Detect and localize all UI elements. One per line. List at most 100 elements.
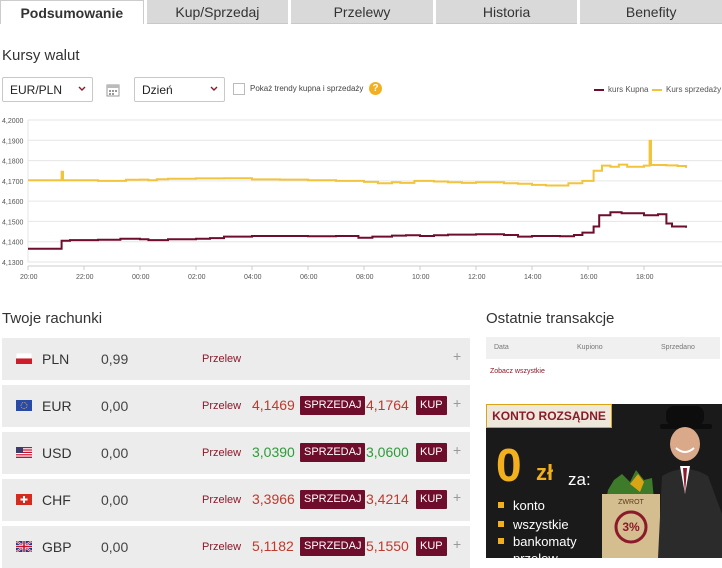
promo-item-text: wszystkie <box>513 517 569 532</box>
calendar-icon[interactable] <box>106 83 120 97</box>
account-row-eur[interactable]: EUR 0,00 Przelew 4,1469 SPRZEDAJ 4,1764 KUP + <box>2 385 470 427</box>
account-row-chf[interactable]: CHF 0,00 Przelew 3,3966 SPRZEDAJ 3,4214 KUP + <box>2 479 470 521</box>
tab-podsumowanie[interactable]: Podsumowanie <box>0 0 144 24</box>
y-tick-label: 4,1800 <box>2 159 24 166</box>
buy-button[interactable]: KUP <box>416 443 447 462</box>
transactions-title: Ostatnie transakcje <box>486 310 615 327</box>
accounts-title: Twoje rachunki <box>2 310 103 327</box>
shopping-bag-icon: ZWROT 3% <box>602 470 660 558</box>
y-tick-label: 4,1700 <box>2 179 24 186</box>
tab-kup-sprzedaj[interactable]: Kup/Sprzedaj <box>146 0 289 24</box>
rates-title: Kursy walut <box>2 47 80 64</box>
legend-sell-swatch <box>652 88 662 91</box>
flag-pl-icon <box>16 353 32 364</box>
chevron-down-icon <box>78 86 86 91</box>
account-currency: PLN <box>42 351 70 367</box>
man-in-suit-image <box>658 406 722 558</box>
promo-item-text: bankomaty <box>513 534 577 549</box>
rates-chart: 4,2000 4,1900 4,1800 4,1700 4,1600 4,1500 4,14… <box>2 118 722 281</box>
currency-pair-select[interactable]: EUR/PLN <box>2 77 93 102</box>
flag-us-icon <box>16 447 32 458</box>
buy-button[interactable]: KUP <box>416 490 447 509</box>
account-currency: CHF <box>42 492 71 508</box>
trend-checkbox[interactable] <box>233 83 245 95</box>
see-all-link[interactable]: Zobacz wszystkie <box>490 368 545 375</box>
flag-eu-icon <box>16 400 32 411</box>
sell-rate: 3,3966 <box>252 491 295 507</box>
transfer-link[interactable]: Przelew <box>202 353 242 365</box>
bag-top-text: ZWROT <box>618 499 644 506</box>
x-tick-label: 14:00 <box>524 274 542 281</box>
x-tick-label: 02:00 <box>188 274 206 281</box>
buy-button[interactable]: KUP <box>416 396 447 415</box>
account-row-usd[interactable]: USD 0,00 Przelew 3,0390 SPRZEDAJ 3,0600 KUP + <box>2 432 470 474</box>
y-tick-label: 4,1300 <box>2 260 24 267</box>
account-row-gbp[interactable]: GBP 0,00 Przelew 5,1182 SPRZEDAJ 5,1550 KUP + <box>2 526 470 568</box>
buy-button[interactable]: KUP <box>416 537 447 556</box>
expand-icon[interactable]: + <box>453 442 462 458</box>
sell-rate: 4,1469 <box>252 397 295 413</box>
promo-za: za: <box>568 470 591 489</box>
col-kupiono: Kupiono <box>577 344 603 351</box>
account-balance: 0,00 <box>101 539 129 555</box>
series-line-0 <box>28 139 687 187</box>
account-currency: USD <box>42 445 72 461</box>
sell-rate: 3,0390 <box>252 444 295 460</box>
promo-item: konto <box>498 498 545 513</box>
col-sprzedano: Sprzedano <box>661 344 695 351</box>
expand-icon[interactable]: + <box>453 536 462 552</box>
legend-buy: kurs Kupna <box>594 85 648 94</box>
y-tick-label: 4,2000 <box>2 118 24 125</box>
currency-pair-value: EUR/PLN <box>10 82 63 97</box>
chevron-down-icon <box>210 86 218 91</box>
sell-button[interactable]: SPRZEDAJ <box>300 537 366 556</box>
sell-button[interactable]: SPRZEDAJ <box>300 490 366 509</box>
sell-button[interactable]: SPRZEDAJ <box>300 396 366 415</box>
x-tick-label: 08:00 <box>356 274 374 281</box>
promo-item: wszystkie <box>498 517 569 532</box>
period-select[interactable]: Dzień <box>134 77 225 102</box>
tab-historia[interactable]: Historia <box>435 0 578 24</box>
expand-icon[interactable]: + <box>453 395 462 411</box>
transfer-link[interactable]: Przelew <box>202 400 242 412</box>
legend-sell: Kurs sprzedaży <box>652 85 721 94</box>
transfer-link[interactable]: Przelew <box>202 541 242 553</box>
expand-icon[interactable]: + <box>453 489 462 505</box>
promo-currency: zł <box>536 460 554 485</box>
transfer-link[interactable]: Przelew <box>202 447 242 459</box>
promo-title: KONTO ROZSĄDNE <box>486 404 612 428</box>
account-balance: 0,00 <box>101 445 129 461</box>
x-tick-label: 12:00 <box>468 274 486 281</box>
period-value: Dzień <box>142 82 173 97</box>
legend-sell-label: Kurs sprzedaży <box>666 85 722 94</box>
account-currency: EUR <box>42 398 72 414</box>
expand-icon[interactable]: + <box>453 348 462 364</box>
legend-buy-swatch <box>594 88 604 91</box>
bag-percent-text: 3% <box>622 520 640 534</box>
promo-zero: 0 <box>496 439 522 491</box>
account-balance: 0,00 <box>101 398 129 414</box>
buy-rate: 4,1764 <box>366 397 409 413</box>
main-tabs: Podsumowanie Kup/Sprzedaj Przelewy Histo… <box>0 0 722 24</box>
transfer-link[interactable]: Przelew <box>202 494 242 506</box>
transactions-header: Data Kupiono Sprzedano <box>486 337 720 359</box>
trend-checkbox-label: Pokaż trendy kupna i sprzedaży <box>250 84 364 93</box>
y-tick-label: 4,1900 <box>2 138 24 145</box>
promo-item-text: konto <box>513 498 545 513</box>
tab-przelewy[interactable]: Przelewy <box>291 0 433 24</box>
tab-benefity[interactable]: Benefity <box>580 0 722 24</box>
x-tick-label: 22:00 <box>76 274 94 281</box>
account-balance: 0,00 <box>101 492 129 508</box>
x-tick-label: 00:00 <box>132 274 150 281</box>
promo-banner[interactable]: KONTO ROZSĄDNE 0 zł za: konto wszystkie … <box>486 404 722 558</box>
x-tick-label: 10:00 <box>412 274 430 281</box>
buy-rate: 3,0600 <box>366 444 409 460</box>
help-icon[interactable]: ? <box>369 82 382 95</box>
col-data: Data <box>494 344 509 351</box>
x-tick-label: 18:00 <box>636 274 654 281</box>
promo-item: bankomaty <box>498 534 577 549</box>
flag-ch-icon <box>16 494 32 505</box>
sell-button[interactable]: SPRZEDAJ <box>300 443 366 462</box>
account-row-pln[interactable]: PLN 0,99 Przelew + <box>2 338 470 380</box>
x-tick-label: 20:00 <box>20 274 38 281</box>
